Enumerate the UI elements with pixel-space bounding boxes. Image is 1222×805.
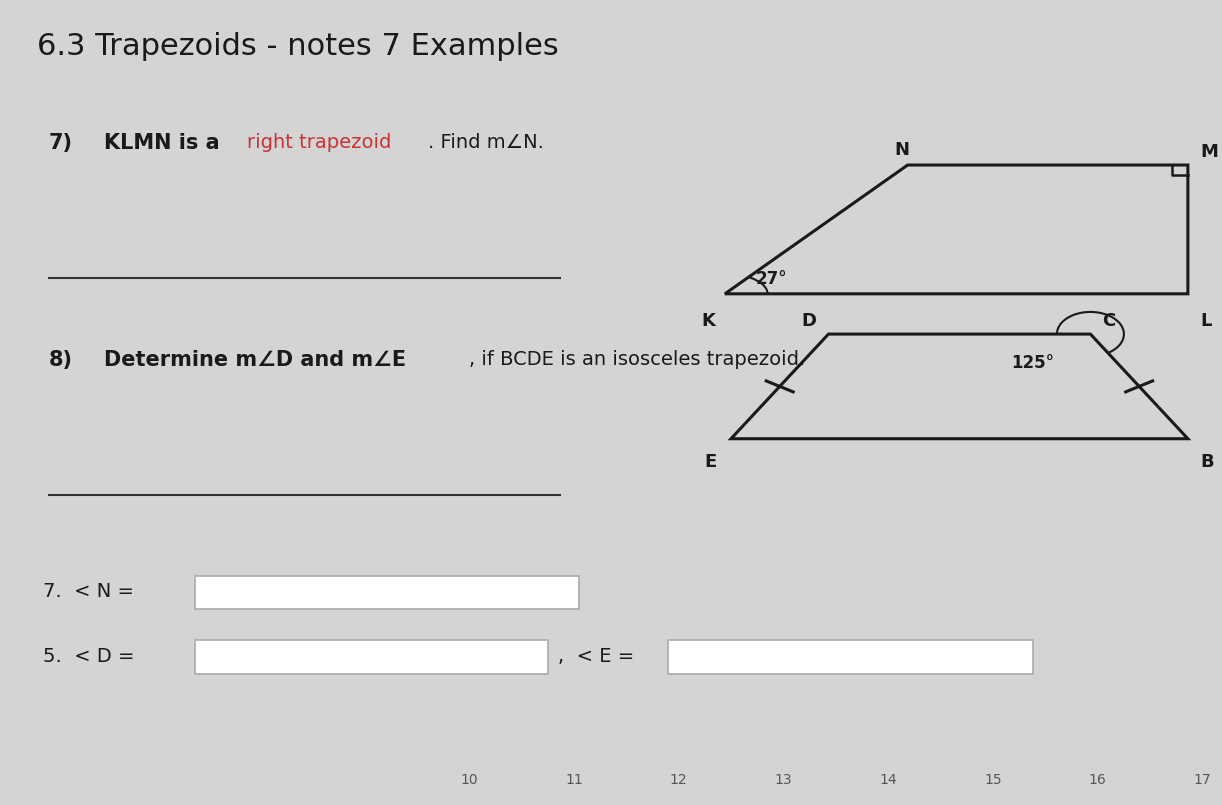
Text: 12: 12	[670, 774, 688, 787]
Text: K: K	[701, 312, 715, 329]
Text: 5.  < D =: 5. < D =	[43, 646, 134, 666]
Text: 7.  < N =: 7. < N =	[43, 582, 133, 601]
Text: M: M	[1200, 143, 1218, 161]
Text: 16: 16	[1089, 774, 1107, 787]
Text: 6.3 Trapezoids - notes 7 Examples: 6.3 Trapezoids - notes 7 Examples	[37, 32, 558, 61]
Text: 17: 17	[1194, 774, 1211, 787]
Text: N: N	[895, 141, 909, 159]
FancyBboxPatch shape	[667, 640, 1033, 674]
Text: B: B	[1200, 453, 1213, 471]
Text: KLMN is a: KLMN is a	[104, 133, 226, 153]
Text: right trapezoid: right trapezoid	[247, 133, 392, 152]
Text: 8): 8)	[49, 350, 73, 370]
Text: 11: 11	[565, 774, 583, 787]
Text: Determine m∠D and m∠E: Determine m∠D and m∠E	[104, 350, 406, 370]
Text: D: D	[802, 312, 816, 330]
FancyBboxPatch shape	[196, 576, 579, 609]
Text: 13: 13	[775, 774, 792, 787]
Text: 14: 14	[880, 774, 897, 787]
Text: ,  < E =: , < E =	[558, 646, 634, 666]
Text: 10: 10	[461, 774, 478, 787]
Text: C: C	[1102, 312, 1116, 330]
Text: E: E	[704, 453, 716, 471]
FancyBboxPatch shape	[196, 640, 549, 674]
Text: 7): 7)	[49, 133, 73, 153]
Text: 15: 15	[984, 774, 1002, 787]
Text: , if BCDE is an isosceles trapezoid.: , if BCDE is an isosceles trapezoid.	[469, 350, 805, 369]
Text: 27°: 27°	[755, 270, 787, 288]
Text: L: L	[1200, 312, 1211, 329]
Text: . Find m∠N.: . Find m∠N.	[428, 133, 544, 152]
Text: 125°: 125°	[1012, 354, 1055, 372]
